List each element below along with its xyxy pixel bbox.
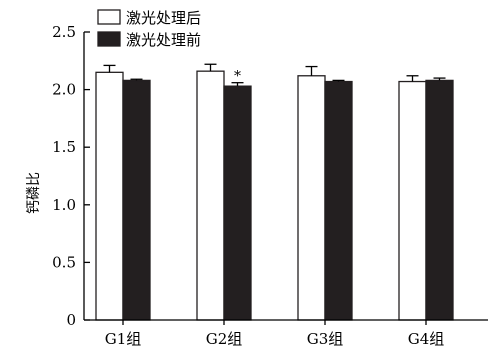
bar-before — [122, 79, 151, 321]
bar-before — [425, 79, 454, 321]
bar-before — [223, 85, 252, 321]
y-axis-label: 钙磷比 — [26, 172, 42, 214]
y-tick-label: 1.5 — [52, 138, 76, 156]
y-axis: 0 0.5 1.0 1.5 2.0 2.5 — [52, 23, 90, 329]
bar-after — [398, 80, 427, 321]
x-tick-label: G1组 — [105, 330, 142, 348]
y-tick-label: 1.0 — [52, 196, 76, 214]
y-tick-label: 2.5 — [52, 23, 76, 41]
y-tick-label: 0.5 — [52, 253, 76, 271]
x-axis: G1组 G2组 G3组 G4组 — [84, 319, 488, 348]
significance-marker: * — [234, 69, 241, 85]
x-tick-label: G2组 — [206, 330, 243, 348]
legend-swatch — [97, 9, 121, 25]
bars: * — [95, 63, 454, 321]
bar-after — [196, 70, 225, 321]
y-tick-label: 2.0 — [52, 81, 76, 99]
x-tick-label: G4组 — [408, 330, 445, 348]
legend-label: 激光处理前 — [126, 31, 201, 49]
bar-after — [297, 75, 326, 321]
bar-before — [324, 80, 353, 321]
bar-after — [95, 71, 124, 321]
legend-swatch — [97, 31, 121, 47]
y-tick-label: 0 — [66, 311, 76, 329]
legend-label: 激光处理后 — [126, 9, 201, 27]
x-tick-label: G3组 — [307, 330, 344, 348]
